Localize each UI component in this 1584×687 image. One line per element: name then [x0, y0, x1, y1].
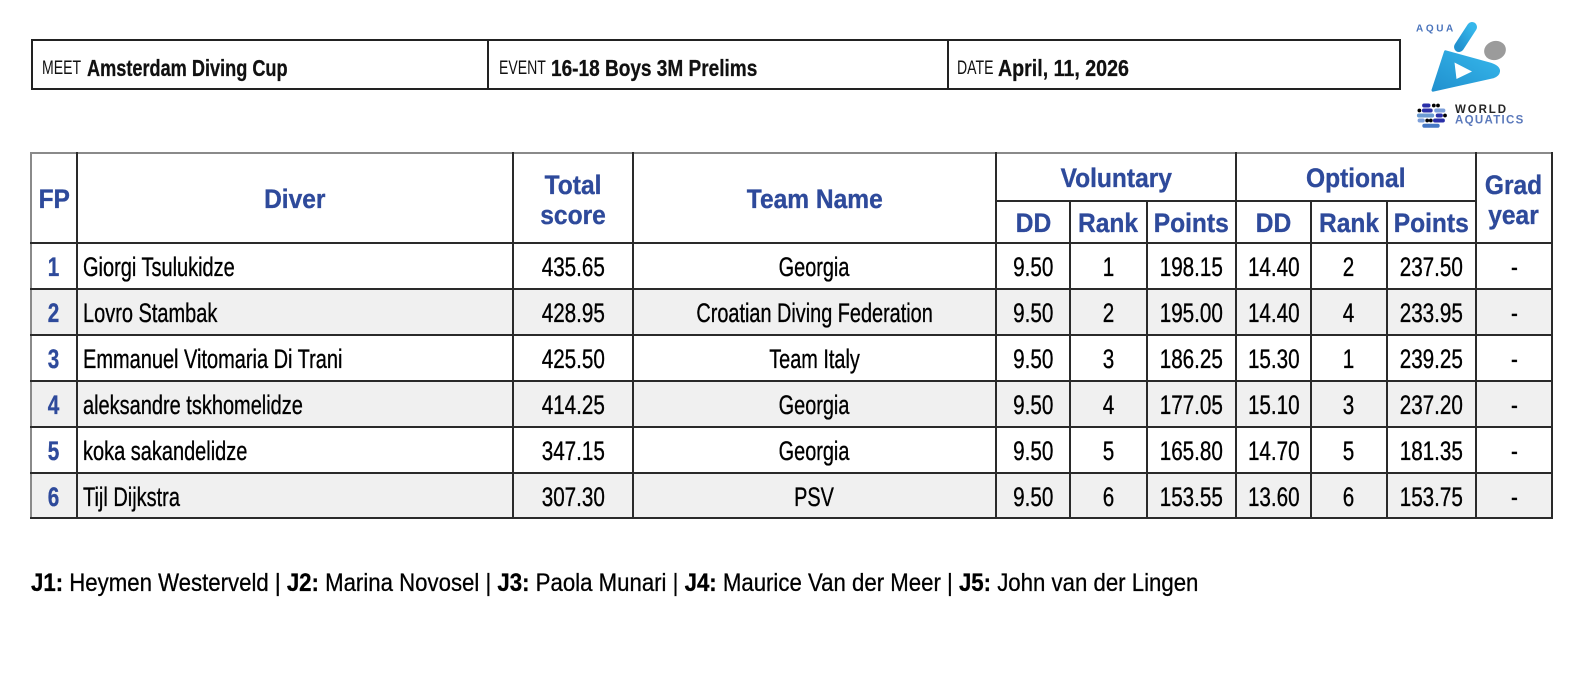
svg-text:AQUATICS: AQUATICS [1455, 115, 1525, 127]
svg-text:AQUA: AQUA [1416, 23, 1456, 34]
svg-text:WORLD: WORLD [1455, 104, 1508, 116]
